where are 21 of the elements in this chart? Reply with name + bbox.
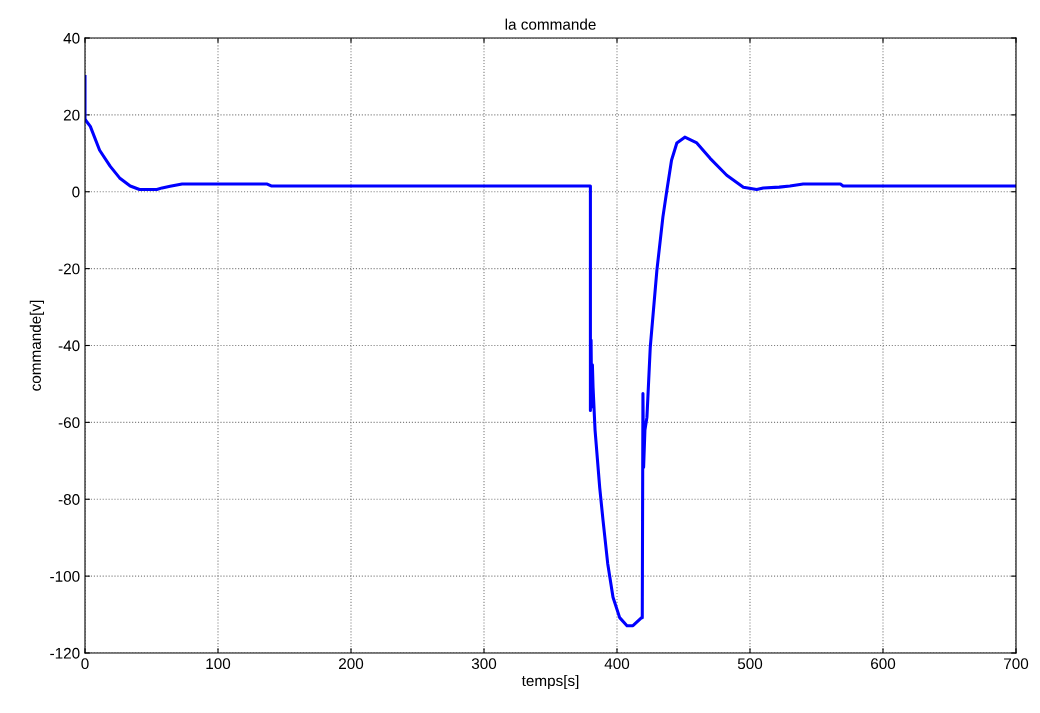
chart-title: la commande: [505, 18, 596, 30]
x-tick-label: 400: [604, 658, 630, 670]
x-axis-title: temps[s]: [521, 674, 579, 690]
x-tick-label: 300: [471, 658, 497, 670]
y-tick-label: -80: [58, 494, 80, 505]
y-axis-title: commande[v]: [29, 300, 45, 391]
y-tick-label: -100: [50, 570, 80, 582]
y-tick-label: 40: [63, 32, 80, 44]
y-tick-label: -120: [50, 647, 80, 659]
y-tick-label: -60: [58, 417, 80, 429]
y-tick-label: 0: [72, 186, 80, 198]
x-tick-label: 500: [737, 658, 763, 670]
y-tick-label: -40: [58, 340, 80, 352]
x-tick-label: 600: [871, 658, 896, 670]
x-tick-label: 700: [1004, 658, 1029, 670]
x-tick-label: 200: [339, 658, 364, 670]
x-tick-label: 0: [81, 658, 89, 670]
y-tick-label: 20: [63, 109, 80, 121]
line-series: [85, 74, 1016, 628]
y-tick-label: -20: [58, 263, 80, 275]
x-tick-label: 100: [206, 658, 231, 670]
